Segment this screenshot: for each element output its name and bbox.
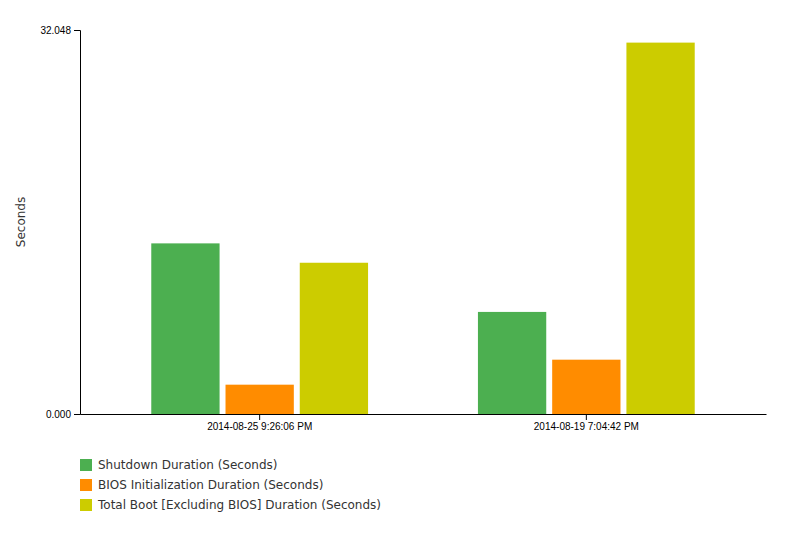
legend-item: BIOS Initialization Duration (Seconds) <box>80 478 323 492</box>
bar <box>478 312 546 414</box>
chart-container: 0.00032.0482014-08-25 9:26:06 PM2014-08-… <box>0 0 796 544</box>
legend-swatch <box>80 479 92 491</box>
bar <box>626 43 694 414</box>
bars <box>151 43 694 414</box>
y-axis: 0.000 32.048 <box>40 25 80 420</box>
tick-mark <box>259 414 260 420</box>
axis-line <box>81 414 767 415</box>
tick: 2014-08-25 9:26:06 PM <box>207 414 312 432</box>
bar <box>552 360 620 414</box>
tick: 2014-08-19 7:04:42 PM <box>534 414 639 432</box>
bar <box>300 263 368 414</box>
tick: 32.048 <box>40 25 80 36</box>
legend-item: Total Boot [Excluding BIOS] Duration (Se… <box>80 498 381 512</box>
y-axis-title: Seconds <box>14 197 28 247</box>
tick-label: 2014-08-19 7:04:42 PM <box>534 421 639 432</box>
legend-swatch <box>80 459 92 471</box>
plot-area: 0.00032.0482014-08-25 9:26:06 PM2014-08-… <box>40 25 766 432</box>
legend-label: BIOS Initialization Duration (Seconds) <box>98 478 323 492</box>
tick-mark <box>586 414 587 420</box>
tick-label: 0.000 <box>46 409 71 420</box>
chart-svg: 0.00032.0482014-08-25 9:26:06 PM2014-08-… <box>0 0 796 544</box>
bar <box>226 385 294 414</box>
axis-line <box>74 31 81 415</box>
legend-item: Shutdown Duration (Seconds) <box>80 458 277 472</box>
bar <box>151 243 219 414</box>
tick-label: 2014-08-25 9:26:06 PM <box>207 421 312 432</box>
tick-mark <box>74 30 80 31</box>
tick: 0.000 <box>46 409 80 420</box>
legend: Shutdown Duration (Seconds) BIOS Initiali… <box>80 458 381 512</box>
legend-swatch <box>80 499 92 511</box>
legend-label: Shutdown Duration (Seconds) <box>98 458 277 472</box>
tick-label: 32.048 <box>40 25 71 36</box>
legend-label: Total Boot [Excluding BIOS] Duration (Se… <box>97 498 381 512</box>
x-axis: 2014-08-25 9:26:06 PM 2014-08-19 7:04:42 … <box>81 414 767 432</box>
tick-mark <box>74 414 80 415</box>
